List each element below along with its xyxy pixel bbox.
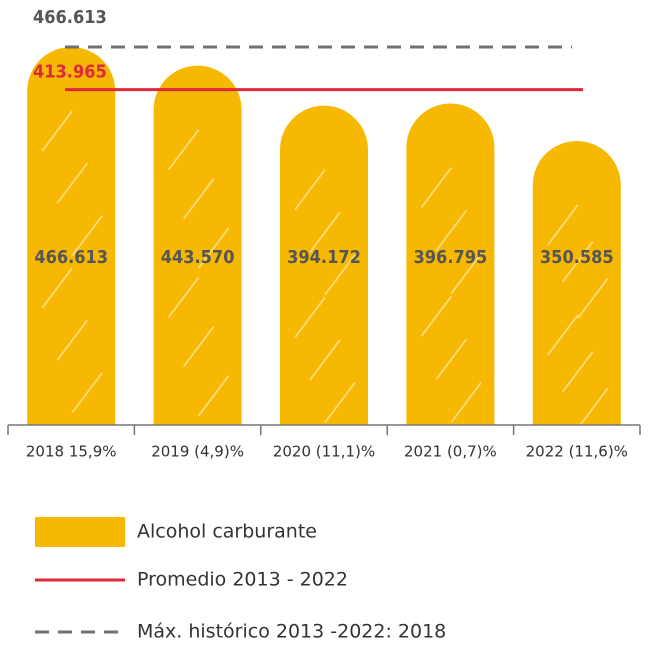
bar-texture [167, 276, 200, 318]
bar-texture [435, 209, 468, 252]
bar-texture [561, 241, 594, 283]
bar-texture [294, 169, 326, 211]
legend-label: Promedio 2013 - 2022 [137, 569, 348, 591]
bar-texture [546, 204, 579, 246]
bar-texture [41, 110, 73, 152]
bar-texture [309, 339, 341, 381]
bar-value-label: 396.795 [414, 247, 488, 268]
bar [532, 140, 621, 425]
reference-label: 466.613 [33, 7, 107, 28]
bar-texture [182, 325, 215, 368]
legend-label: Máx. histórico 2013 -2022: 2018 [137, 621, 446, 643]
x-tick-label: 2018 15,9% [26, 443, 117, 461]
bar-texture [420, 166, 453, 209]
bar-value-label: 350.585 [540, 247, 614, 268]
bar-texture [309, 211, 341, 253]
bar [153, 65, 242, 425]
legend-label: Alcohol carburante [137, 521, 317, 543]
bar-texture [324, 254, 356, 296]
bar [406, 103, 495, 425]
bar-texture [450, 252, 483, 294]
bar [27, 47, 116, 426]
bar-texture [182, 178, 215, 220]
bar-texture [576, 277, 609, 319]
bar [280, 105, 369, 426]
bar-value-label: 443.570 [161, 247, 235, 268]
bar-texture [546, 314, 579, 356]
bar-texture [197, 375, 230, 417]
bar-texture [435, 338, 468, 380]
bar-texture [167, 129, 200, 171]
bar-texture [561, 351, 594, 393]
bar-texture [197, 227, 230, 269]
bar-texture [56, 319, 88, 361]
bar-texture [41, 267, 73, 309]
bar-value-label: 466.613 [34, 247, 108, 268]
x-tick-label: 2019 (4,9)% [151, 443, 244, 461]
bar-value-label: 394.172 [287, 247, 361, 268]
reference-label: 413.965 [33, 62, 107, 83]
bar-texture [56, 162, 88, 204]
x-tick-label: 2021 (0,7)% [404, 443, 497, 461]
bar-texture [294, 296, 326, 338]
bar-texture [324, 381, 356, 424]
bar-texture [576, 387, 609, 429]
bar-texture [450, 381, 483, 423]
bar-texture [420, 295, 453, 337]
legend-swatch [35, 517, 125, 547]
x-tick-label: 2020 (11,1)% [273, 443, 375, 461]
bar-texture [71, 215, 103, 257]
x-tick-label: 2022 (11,6)% [526, 443, 628, 461]
bar-texture [71, 372, 103, 414]
